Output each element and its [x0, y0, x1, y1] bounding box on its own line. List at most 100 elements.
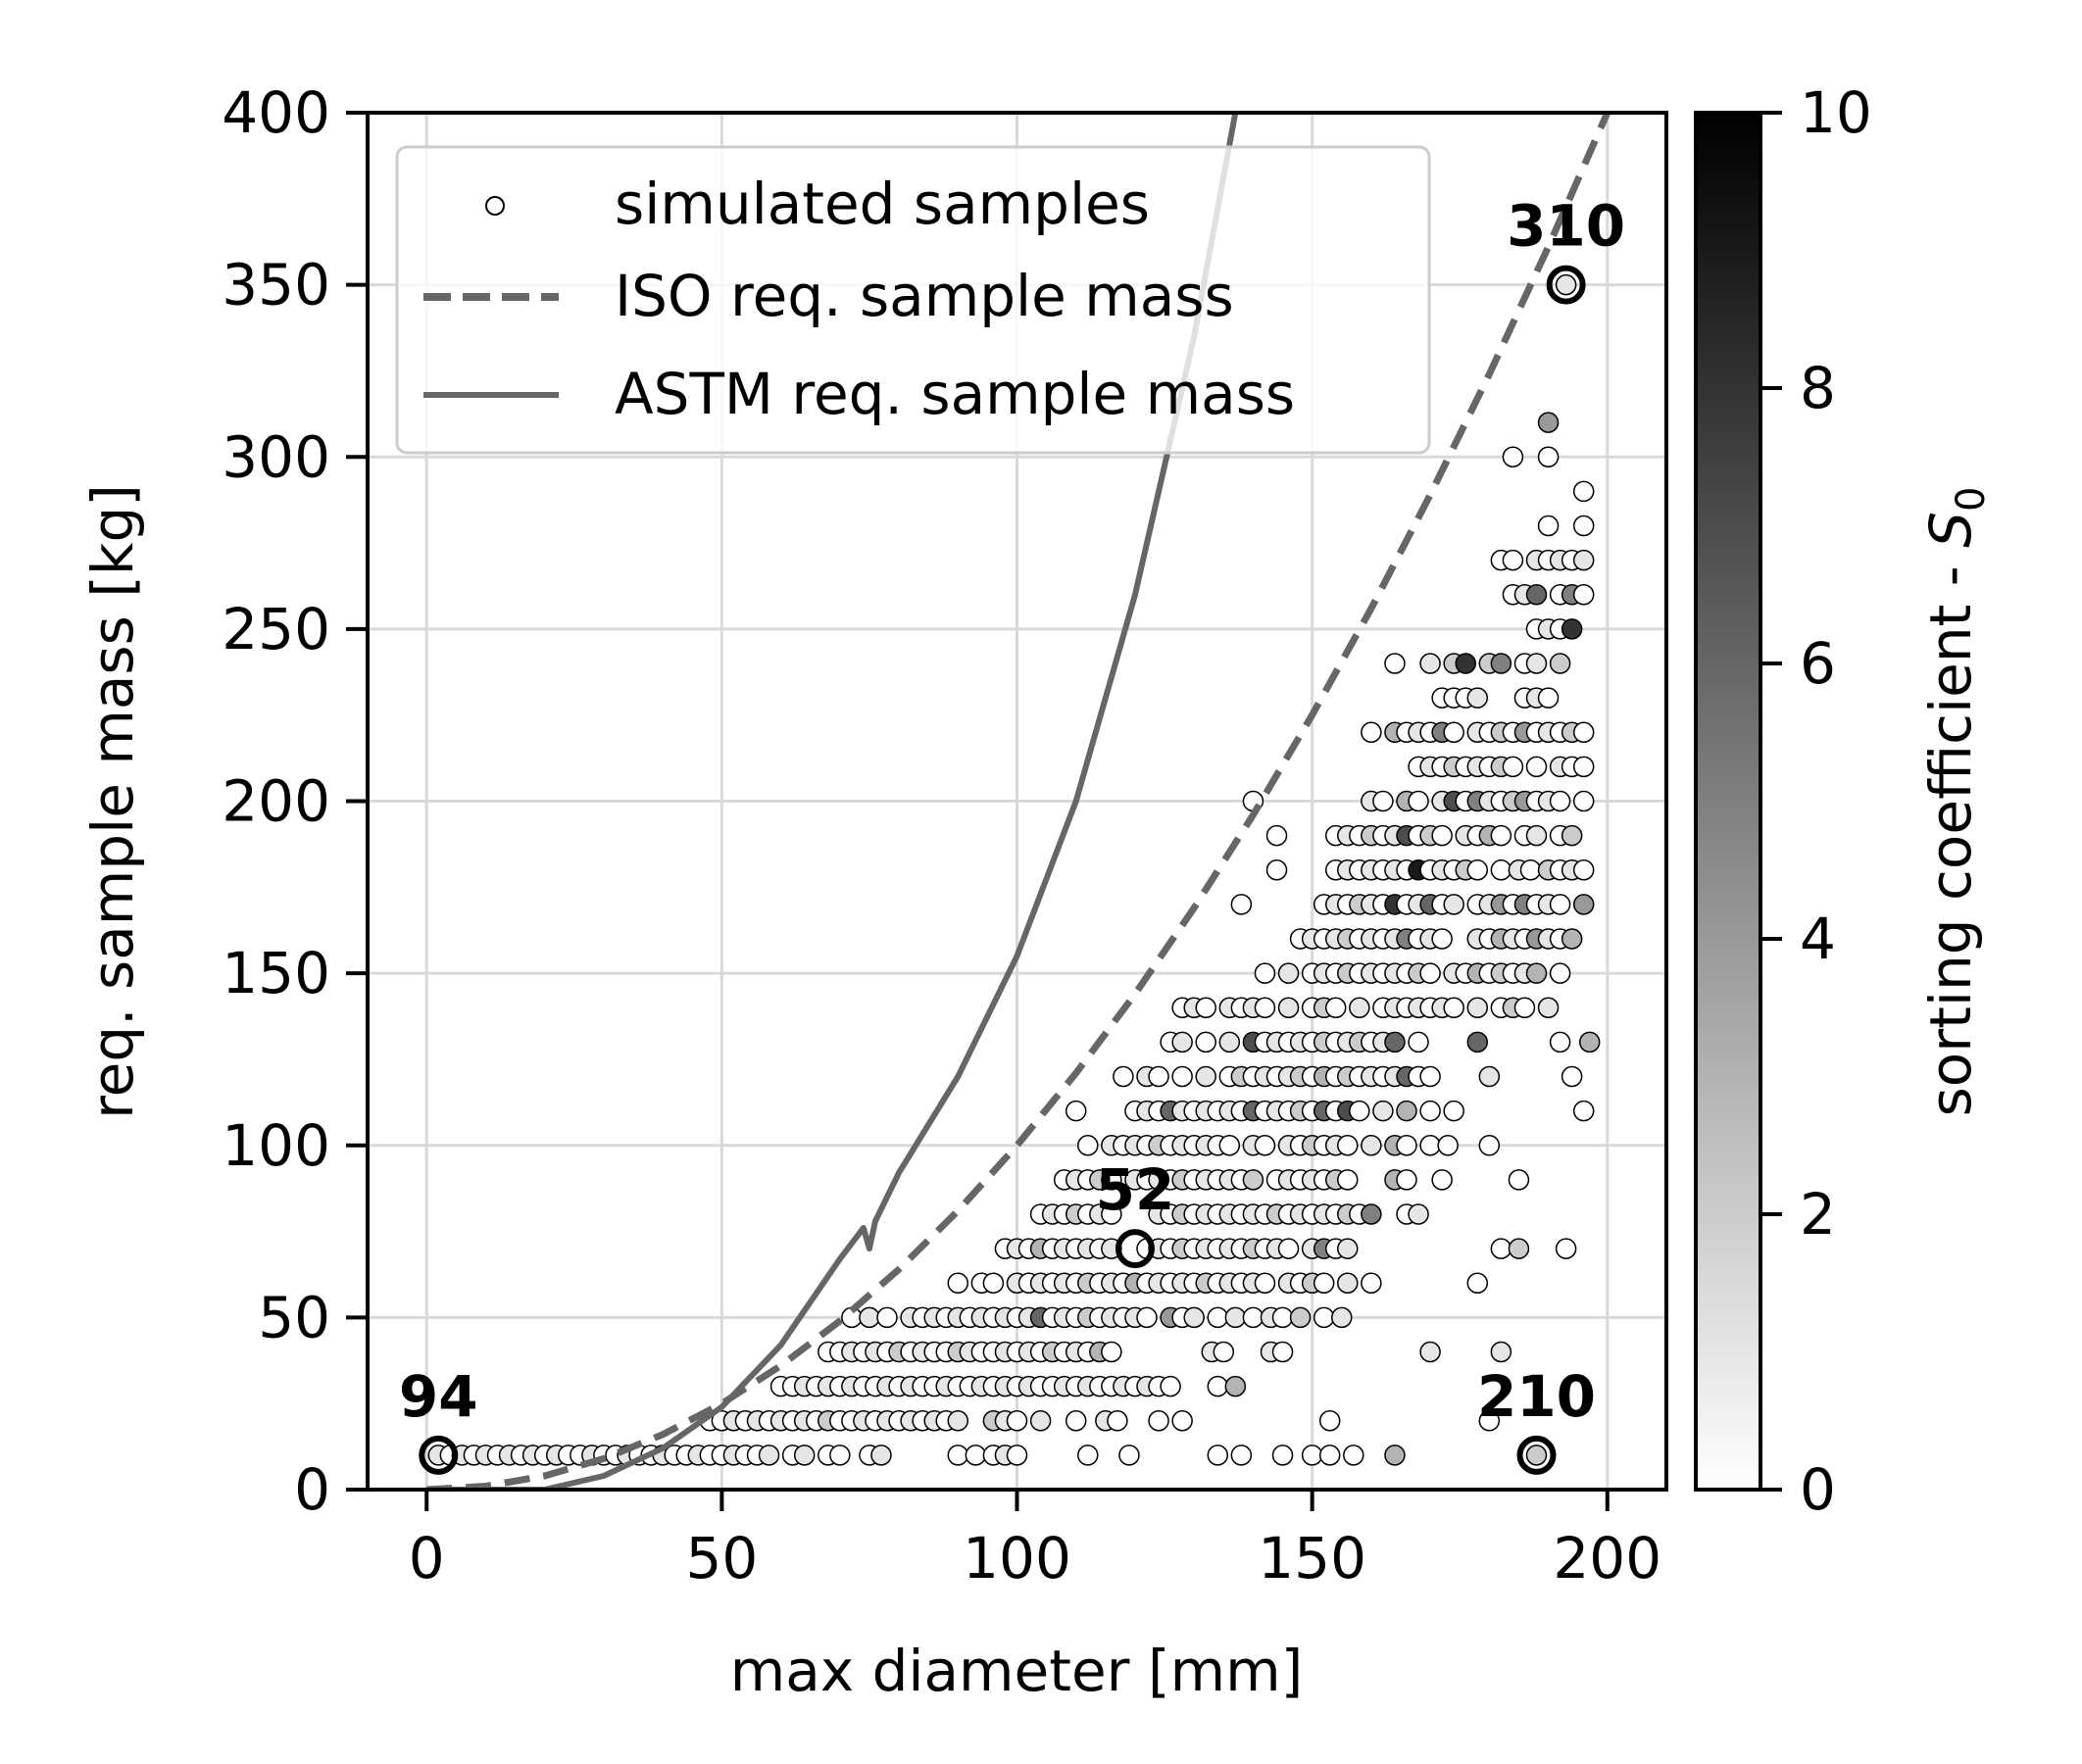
data-point — [1136, 1306, 1158, 1329]
data-point — [1242, 1306, 1264, 1329]
data-point — [1525, 653, 1548, 674]
y-axis: 0 50 100 150 200 250 300 350 400 — [222, 79, 368, 1523]
data-point — [1230, 894, 1253, 915]
data-point — [1171, 1031, 1193, 1054]
y-tick-label: 250 — [222, 596, 330, 662]
data-point — [1408, 790, 1429, 812]
data-point — [1396, 1100, 1417, 1122]
data-point — [1265, 859, 1288, 881]
data-point — [1148, 1410, 1169, 1432]
data-point — [1431, 928, 1453, 950]
data-point — [1254, 997, 1276, 1018]
data-point — [1490, 653, 1512, 674]
colorbar-tick-label: 0 — [1800, 1456, 1836, 1523]
data-point — [1107, 1410, 1128, 1432]
data-point — [1478, 1135, 1501, 1156]
data-point — [1502, 756, 1524, 778]
data-point — [1254, 962, 1276, 984]
data-point — [1331, 1306, 1353, 1329]
annotation-layer: 94 52 210 310 — [399, 193, 1625, 1475]
data-point — [1561, 1065, 1583, 1088]
legend-label-scatter: simulated samples — [615, 171, 1150, 237]
data-point — [1349, 997, 1370, 1018]
data-point — [1478, 1065, 1501, 1088]
data-point — [1549, 790, 1571, 812]
data-point — [1490, 824, 1512, 847]
data-point — [1313, 1272, 1335, 1294]
data-point — [1525, 756, 1548, 778]
data-point — [1029, 1410, 1052, 1432]
x-tick-label: 100 — [963, 1525, 1071, 1592]
data-point — [1242, 1169, 1264, 1191]
data-point — [947, 1445, 969, 1466]
colorbar-gradient — [1694, 111, 1762, 1492]
data-point — [1077, 1135, 1099, 1156]
data-point — [1324, 997, 1347, 1018]
data-point — [1431, 824, 1453, 847]
data-point — [1561, 824, 1583, 847]
data-point — [1213, 1341, 1235, 1363]
colorbar-tick-label: 4 — [1800, 906, 1836, 972]
data-point — [793, 1445, 816, 1466]
data-point — [1160, 1375, 1181, 1397]
data-point — [876, 1306, 898, 1329]
data-point — [1195, 1031, 1216, 1054]
annotation-marker — [1115, 1229, 1155, 1269]
data-point — [1572, 584, 1595, 606]
data-point — [1265, 824, 1288, 847]
data-point — [1561, 928, 1583, 950]
data-point — [1419, 1341, 1441, 1363]
astm-line — [426, 113, 1239, 1490]
annotation-label: 94 — [399, 1363, 478, 1430]
data-point — [1148, 1065, 1169, 1088]
colorbar-tick-label: 2 — [1800, 1181, 1836, 1248]
data-point — [1572, 514, 1595, 537]
data-point — [1466, 997, 1489, 1018]
y-tick-label: 100 — [222, 1112, 330, 1179]
legend: simulated samples ISO req. sample mass A… — [395, 145, 1431, 455]
y-tick-label: 200 — [222, 768, 330, 835]
data-point — [1490, 1341, 1512, 1363]
data-point — [1361, 1272, 1382, 1294]
colorbar-tick-label: 8 — [1800, 355, 1836, 421]
data-point — [1466, 1272, 1489, 1294]
legend-marker-scatter — [485, 196, 505, 216]
data-point — [1537, 997, 1560, 1018]
x-axis-label: max diameter [mm] — [730, 1638, 1303, 1704]
data-point — [829, 1445, 851, 1466]
data-point — [1549, 653, 1571, 674]
data-point — [1101, 1169, 1122, 1191]
data-point — [1572, 859, 1595, 881]
annotation-label: 310 — [1507, 193, 1625, 260]
y-tick-label: 0 — [294, 1456, 330, 1523]
data-point — [1372, 1100, 1394, 1122]
data-point — [1118, 1445, 1140, 1466]
data-point — [1301, 1445, 1323, 1466]
data-point — [1171, 1065, 1193, 1088]
colorbar: 0 2 4 6 8 10 sorting coefficient - S0 — [1694, 79, 1994, 1523]
data-point — [1455, 653, 1476, 674]
data-point — [1337, 1169, 1359, 1191]
data-point — [982, 1272, 1005, 1294]
data-point — [1549, 962, 1571, 984]
legend-label-iso: ISO req. sample mass — [615, 263, 1234, 329]
data-point — [1549, 1031, 1571, 1054]
data-point — [1113, 1065, 1134, 1088]
data-point — [1337, 1272, 1359, 1294]
data-point — [1171, 1410, 1193, 1432]
data-point — [1289, 1306, 1312, 1329]
data-point — [1277, 1238, 1300, 1259]
data-point — [1337, 1135, 1359, 1156]
data-point — [870, 1445, 892, 1466]
data-point — [1361, 1135, 1382, 1156]
data-point — [1408, 1203, 1429, 1225]
data-point — [1318, 1410, 1341, 1432]
data-point — [1254, 1135, 1276, 1156]
data-point — [1525, 962, 1548, 984]
data-point — [965, 1445, 987, 1466]
iso-line — [425, 113, 1611, 1490]
data-point — [1555, 273, 1577, 296]
data-point — [1207, 1306, 1229, 1329]
data-point — [1384, 1445, 1406, 1466]
